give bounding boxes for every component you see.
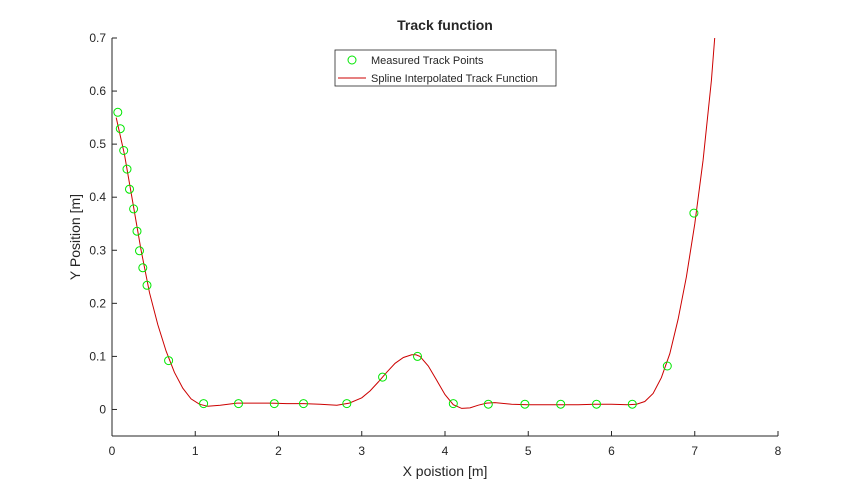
y-tick-label: 0.7 — [89, 31, 106, 45]
measured-point — [556, 399, 566, 409]
measured-point — [413, 351, 422, 361]
x-tick-label: 5 — [525, 444, 532, 458]
y-tick-label: 0.3 — [89, 243, 106, 257]
measured-point — [269, 399, 279, 409]
measured-point — [448, 399, 458, 409]
x-axis-label: X poistion [m] — [403, 463, 488, 479]
y-tick-label: 0.5 — [89, 137, 106, 151]
measured-point — [234, 399, 243, 409]
measured-point — [520, 399, 530, 409]
y-tick-label: 0.4 — [89, 190, 106, 204]
legend-marker-measured — [347, 55, 357, 65]
x-tick-label: 6 — [608, 444, 615, 458]
legend-label-spline: Spline Interpolated Track Function — [371, 73, 538, 85]
x-tick-label: 2 — [275, 444, 282, 458]
measured-point — [483, 399, 493, 409]
measured-point — [132, 226, 142, 236]
measured-point — [119, 146, 129, 155]
legend-box — [334, 49, 557, 87]
measured-point — [299, 399, 308, 409]
measured-point — [662, 361, 672, 371]
y-tick-label: 0.1 — [89, 349, 106, 363]
x-tick-label: 0 — [109, 444, 116, 458]
measured-point — [592, 399, 601, 409]
measured-point — [122, 164, 132, 174]
plot-area — [112, 38, 778, 436]
legend: Measured Track Points Spline Interpolate… — [334, 49, 557, 87]
y-tick-label: 0 — [99, 402, 106, 416]
measured-point — [378, 372, 388, 382]
x-tick-label: 4 — [442, 444, 449, 458]
measured-point — [199, 399, 209, 409]
y-axis-label: Y Position [m] — [67, 194, 83, 280]
measured-point — [135, 246, 144, 256]
measured-point — [627, 399, 637, 409]
series-line-spline — [115, 37, 716, 409]
chart-title: Track function — [397, 17, 493, 33]
measured-point — [138, 263, 148, 273]
measured-point — [115, 124, 125, 134]
measured-point — [689, 208, 699, 218]
measured-point — [142, 280, 152, 290]
x-tick-label: 3 — [358, 444, 365, 458]
y-tick-label: 0.6 — [89, 84, 106, 98]
measured-point — [342, 399, 352, 409]
measured-point — [113, 107, 123, 117]
x-tick-label: 7 — [691, 444, 698, 458]
x-tick-label: 1 — [192, 444, 199, 458]
measured-point — [129, 204, 139, 214]
legend-label-measured: Measured Track Points — [371, 55, 484, 67]
measured-point — [164, 356, 174, 366]
measured-point — [125, 184, 134, 194]
y-tick-label: 0.2 — [89, 296, 106, 310]
x-tick-label: 8 — [775, 444, 782, 458]
